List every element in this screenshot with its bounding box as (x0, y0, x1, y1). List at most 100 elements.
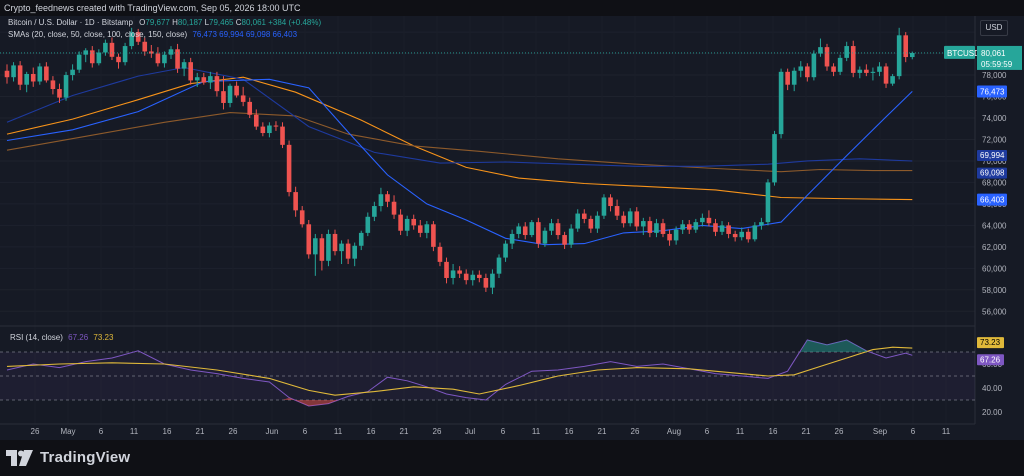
candle-body (627, 211, 633, 224)
candle-body (601, 197, 607, 216)
currency-button[interactable]: USD (980, 20, 1008, 36)
price-tick-label: 74,000 (982, 114, 1007, 123)
time-tick-label: 16 (163, 427, 172, 436)
time-tick-label: Jul (465, 427, 475, 436)
candle-body (896, 35, 902, 77)
time-tick-label: 26 (631, 427, 640, 436)
sma20-badge-bg (977, 85, 1007, 98)
candle-body (522, 226, 528, 236)
sma20-line (6, 78, 913, 246)
close-label: C (235, 18, 242, 27)
footer: TradingView (0, 440, 1024, 476)
sma-lines (6, 66, 913, 246)
price-chart[interactable]: 82,00080,00078,00076,00074,00072,00070,0… (0, 16, 1024, 440)
candle-body (44, 66, 49, 81)
candle-body (116, 56, 121, 63)
sma50-line (6, 66, 913, 167)
candle-body (201, 77, 207, 83)
candle-body (149, 51, 154, 54)
candle-body (745, 231, 751, 240)
candle-body (470, 274, 476, 281)
candle-body (660, 223, 666, 234)
sma150-value: 66,403 (272, 30, 298, 39)
candle-body (424, 224, 430, 233)
candle-body (306, 224, 312, 255)
candle-body (824, 47, 830, 67)
candle-body (883, 66, 889, 84)
sma50-badge: 69,994 (980, 151, 1005, 160)
candle-body (11, 65, 16, 78)
symbol-line: Bitcoin / U.S. Dollar · 1D · Bitstamp (8, 18, 133, 27)
candle-body (503, 243, 508, 258)
candle-body (811, 53, 817, 78)
sma-legend[interactable]: SMAs (20, close, 50, close, 100, close, … (8, 30, 297, 39)
candle-body (89, 50, 95, 64)
candle-body (713, 223, 718, 232)
candle-body (37, 66, 43, 82)
candle-body (4, 70, 10, 78)
sma100-value: 69,098 (245, 30, 271, 39)
sma20-value: 76,473 (192, 30, 217, 39)
candle-body (57, 89, 62, 98)
sma150-line (6, 76, 913, 201)
candle-body (155, 53, 161, 64)
candle-body (785, 71, 790, 85)
candle-body (706, 217, 712, 224)
change-value: +384 (+0.48%) (268, 18, 322, 27)
rsi-tick-label: 20.00 (982, 408, 1003, 417)
attribution-text: Crypto_feednews created with TradingView… (4, 3, 301, 13)
tradingview-logo[interactable]: TradingView (6, 449, 130, 466)
candle-body (496, 257, 502, 274)
price-tick-label: 62,000 (982, 243, 1007, 252)
candle-body (739, 231, 745, 238)
rsi-legend[interactable]: RSI (14, close) 67.26 73.23 (10, 333, 113, 342)
candle-body (365, 216, 371, 233)
candle-body (634, 211, 640, 227)
price-tick-label: 64,000 (982, 221, 1007, 230)
candle-body (595, 215, 600, 229)
candle-body (240, 95, 246, 102)
candle-body (726, 225, 731, 234)
close-value: 80,061 (241, 18, 266, 27)
time-axis[interactable]: 26 May 6 11 16 21 26 Jun 6 11 16 21 26 Jul 6 11 16 21 26 Au… (0, 423, 975, 436)
sma50-badge-bg (977, 150, 1007, 162)
candle-body (358, 232, 364, 246)
rsi-label: RSI (14, close) (10, 333, 63, 342)
rsi-lines (6, 339, 913, 407)
candle-body (332, 233, 338, 252)
time-tick-label: 16 (565, 427, 574, 436)
candle-body (411, 218, 417, 226)
candle-body (162, 54, 167, 64)
candle-body (837, 57, 843, 72)
rsi-badge-bg (977, 354, 1004, 366)
candle-body (122, 46, 128, 63)
sma150-badge: 66,403 (980, 196, 1005, 205)
sma100-badge: 69,098 (980, 169, 1005, 178)
candle-body (575, 213, 581, 229)
attribution-bar: Crypto_feednews created with TradingView… (0, 0, 1024, 16)
candle-body (581, 213, 587, 219)
candle-body (175, 49, 180, 69)
chart-frame[interactable]: 82,00080,00078,00076,00074,00072,00070,0… (0, 16, 1024, 440)
time-tick-label: 21 (802, 427, 811, 436)
grid-lines (0, 16, 975, 424)
candle-body (647, 221, 653, 233)
time-tick-label: 11 (942, 427, 951, 436)
time-tick-label: 16 (769, 427, 778, 436)
candle-body (24, 73, 29, 85)
candle-body (844, 46, 849, 58)
candle-body (398, 214, 403, 231)
sma20-badge: 76,473 (980, 87, 1005, 96)
time-tick-label: 6 (911, 427, 916, 436)
candle-body (772, 134, 777, 183)
candles (4, 27, 915, 295)
low-value: 79,465 (209, 18, 234, 27)
time-tick-label: 6 (705, 427, 710, 436)
price-tick-label: 72,000 (982, 135, 1007, 144)
candle-body (280, 126, 285, 145)
time-tick-label: 21 (400, 427, 409, 436)
time-tick-label: 6 (501, 427, 506, 436)
candle-body (673, 229, 679, 241)
candle-body (326, 233, 331, 261)
candle-body (791, 70, 797, 85)
